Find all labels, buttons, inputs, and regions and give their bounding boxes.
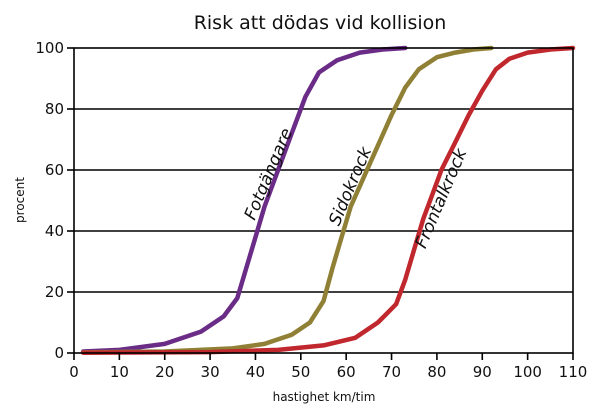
y-tick-label: 60 [45,161,64,179]
x-tick-label: 70 [382,363,401,381]
x-tick-label: 30 [201,363,220,381]
series-labels: Fotgängare Sidokrock Frontalkrock [241,125,472,251]
x-tick-label: 110 [559,363,588,381]
y-tick-label: 100 [35,39,64,57]
series-curves [80,45,576,355]
x-tick-label: 10 [110,363,129,381]
x-tick-label: 90 [473,363,492,381]
y-tick-label: 80 [45,100,64,118]
plot-frame [73,47,574,354]
series-line-fotgangare [80,45,408,354]
series-line-sidokrock [80,45,494,355]
y-tick-label: 0 [54,344,64,362]
grid-lines [74,108,573,293]
y-axis-ticks: 0 20 40 60 80 100 [35,39,74,362]
x-tick-label: 80 [427,363,446,381]
y-tick-label: 20 [45,283,64,301]
x-tick-label: 60 [337,363,356,381]
x-tick-label: 50 [291,363,310,381]
chart-title: Risk att dödas vid kollision [194,12,447,34]
x-tick-label: 40 [246,363,265,381]
series-line-frontalkrock [80,45,576,355]
series-label-sidokrock: Sidokrock [325,143,376,228]
x-axis-ticks: 0 10 20 30 40 50 60 70 80 90 100 110 [69,353,587,381]
x-tick-label: 100 [513,363,542,381]
y-tick-label: 40 [45,222,64,240]
series-label-fotgangare: Fotgängare [241,125,298,223]
y-axis-label: procent [13,177,27,223]
x-tick-label: 20 [155,363,174,381]
x-axis-label: hastighet km/tim [273,390,376,404]
series-label-frontalkrock: Frontalkrock [411,145,471,252]
x-tick-label: 0 [69,363,79,381]
